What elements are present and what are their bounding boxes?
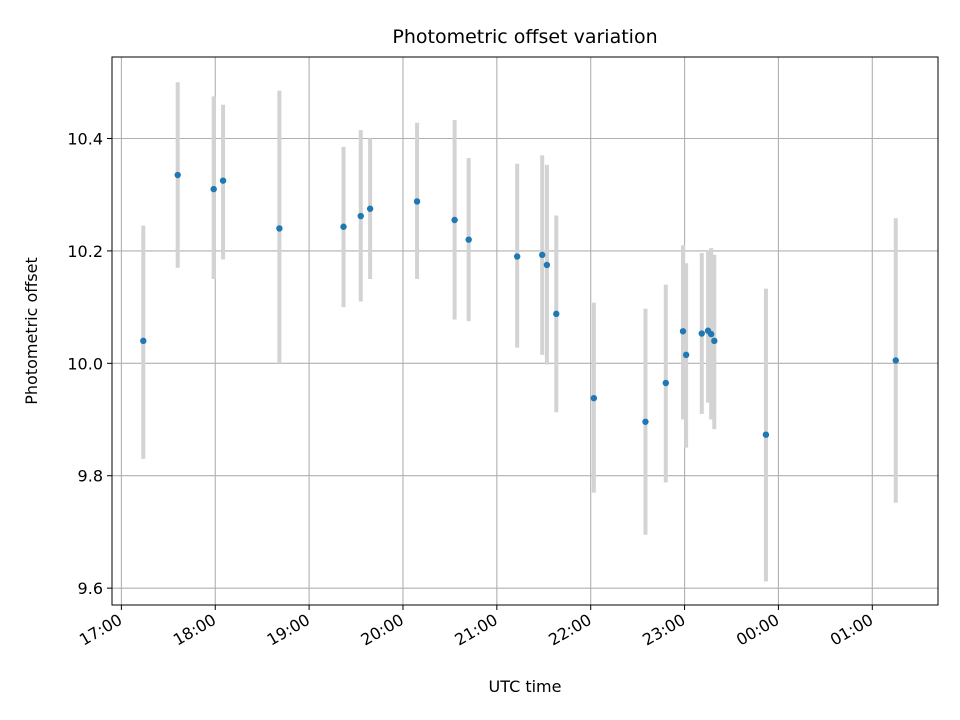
grid xyxy=(112,57,938,605)
data-point xyxy=(553,310,560,318)
data-point xyxy=(711,337,718,345)
data-point xyxy=(174,171,181,179)
x-axis-label: UTC time xyxy=(489,677,562,696)
y-tick-label: 10.2 xyxy=(67,242,103,261)
data-point xyxy=(682,351,690,359)
data-point xyxy=(707,330,715,338)
plot-frame xyxy=(111,56,939,606)
y-tick-label: 10.4 xyxy=(67,129,103,148)
data-point xyxy=(465,236,472,243)
data-point xyxy=(662,379,669,387)
data-point xyxy=(210,185,217,193)
y-tick-label: 9.6 xyxy=(78,579,103,598)
data-point xyxy=(642,418,649,425)
data-point xyxy=(357,212,364,220)
data-point xyxy=(340,223,347,230)
data-point xyxy=(539,251,546,259)
data-point xyxy=(679,328,687,335)
y-axis-ticks: 9.6 9.8 10.0 10.2 10.4 xyxy=(67,129,112,598)
data-point xyxy=(413,198,421,205)
data-point xyxy=(513,253,521,260)
data-point xyxy=(762,431,770,438)
data-point xyxy=(366,205,374,212)
chart-title: Photometric offset variation xyxy=(392,26,657,48)
data-point xyxy=(892,357,899,364)
data-point xyxy=(451,216,458,224)
data-points xyxy=(140,171,899,438)
data-point xyxy=(590,394,598,402)
data-point xyxy=(276,225,283,232)
data-point xyxy=(543,261,551,269)
y-tick-label: 9.8 xyxy=(78,467,103,486)
data-point xyxy=(698,330,705,337)
y-tick-label: 10.0 xyxy=(67,354,103,373)
y-axis-label: Photometric offset xyxy=(22,257,41,405)
data-point xyxy=(140,337,147,345)
data-point xyxy=(219,177,227,184)
